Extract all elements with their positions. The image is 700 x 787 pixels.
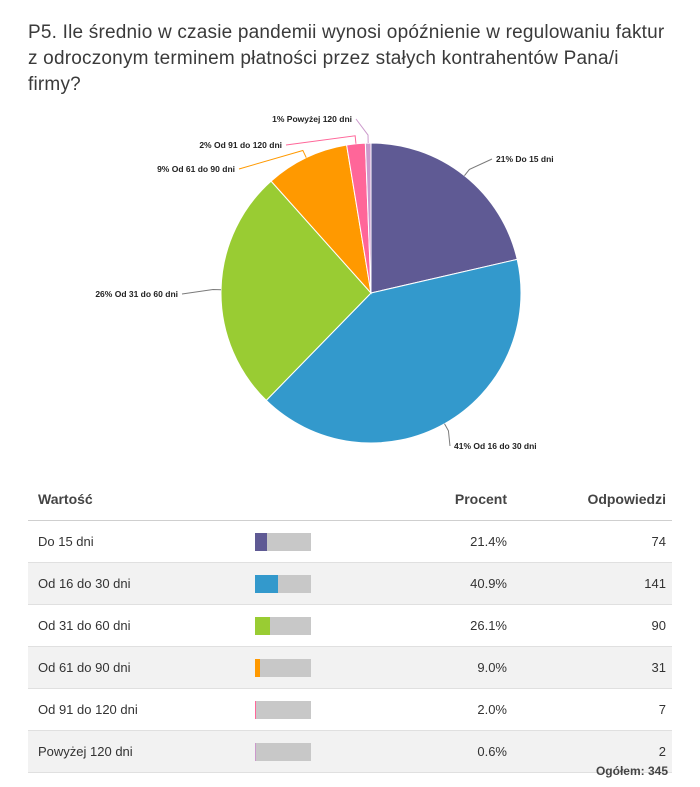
- header-responses: Odpowiedzi: [507, 478, 672, 521]
- question-title: P5. Ile średnio w czasie pandemii wynosi…: [28, 22, 665, 95]
- pie-slice: [220, 180, 372, 402]
- row-percent: 26.1%: [386, 604, 507, 647]
- table-row: Od 31 do 60 dni 26.1% 90: [28, 604, 672, 647]
- row-bar: [255, 532, 311, 551]
- pie-slice-label: 21% Do 15 dni: [496, 154, 554, 164]
- row-bar: [255, 658, 311, 677]
- row-bar: [255, 742, 311, 761]
- row-label: Powyżej 120 dni: [28, 730, 254, 773]
- row-percent: 21.4%: [386, 520, 507, 563]
- row-label: Od 31 do 60 dni: [28, 604, 254, 647]
- pie-leader-line: [444, 423, 451, 447]
- table-row: Do 15 dni 21.4% 74: [28, 520, 672, 563]
- pie-leader-line: [238, 149, 307, 170]
- pie-slice: [364, 142, 372, 294]
- pie-slice: [270, 144, 372, 295]
- table-header-row: Wartość Procent Odpowiedzi: [28, 478, 672, 521]
- header-value: Wartość: [28, 478, 254, 521]
- pie-leader-line: [355, 118, 369, 144]
- row-responses: 7: [507, 688, 672, 731]
- row-label: Od 91 do 120 dni: [28, 688, 254, 731]
- table-row: Od 61 do 90 dni 9.0% 31: [28, 646, 672, 689]
- row-responses: 90: [507, 604, 672, 647]
- pie-leader-line: [181, 289, 222, 295]
- row-bar-fill: [255, 658, 261, 677]
- row-label: Do 15 dni: [28, 520, 254, 563]
- pie-slice: [265, 258, 522, 444]
- header-percent: Procent: [386, 478, 507, 521]
- pie-chart: 21% Do 15 dni 41% Od 16 do 30 dni 26% Od 3…: [95, 114, 554, 451]
- row-percent: 40.9%: [386, 562, 507, 605]
- results-table: Wartość Procent Odpowiedzi Do 15 dni 21.…: [28, 478, 672, 773]
- row-bar-fill: [255, 616, 270, 635]
- row-bar: [255, 616, 311, 635]
- row-bar-fill: [255, 574, 278, 593]
- row-label: Od 16 do 30 dni: [28, 562, 254, 605]
- row-responses: 141: [507, 562, 672, 605]
- row-bar: [255, 700, 311, 719]
- row-percent: 2.0%: [386, 688, 507, 731]
- header-bar: [254, 478, 386, 521]
- pie-slice-label: 2% Od 91 do 120 dni: [199, 140, 282, 150]
- row-bar-fill: [255, 700, 257, 719]
- row-responses: 31: [507, 646, 672, 689]
- row-bar: [255, 574, 311, 593]
- table-row: Od 16 do 30 dni 40.9% 141: [28, 562, 672, 605]
- total-count: Ogółem: 345: [595, 764, 668, 778]
- pie-slice-label: 9% Od 61 do 90 dni: [157, 164, 235, 174]
- row-percent: 9.0%: [386, 646, 507, 689]
- pie-slice-label: 1% Powyżej 120 dni: [272, 114, 352, 124]
- row-responses: 2: [507, 730, 672, 773]
- row-label: Od 61 do 90 dni: [28, 646, 254, 689]
- table-row: Powyżej 120 dni 0.6% 2: [28, 730, 672, 773]
- pie-leader-line: [285, 135, 357, 146]
- row-bar-fill: [255, 532, 267, 551]
- pie-slice-label: 26% Od 31 do 60 dni: [95, 289, 178, 299]
- pie-slice-label: 41% Od 16 do 30 dni: [454, 441, 537, 451]
- pie-leader-line: [464, 158, 493, 176]
- row-responses: 74: [507, 520, 672, 563]
- table-row: Od 91 do 120 dni 2.0% 7: [28, 688, 672, 731]
- row-percent: 0.6%: [386, 730, 507, 773]
